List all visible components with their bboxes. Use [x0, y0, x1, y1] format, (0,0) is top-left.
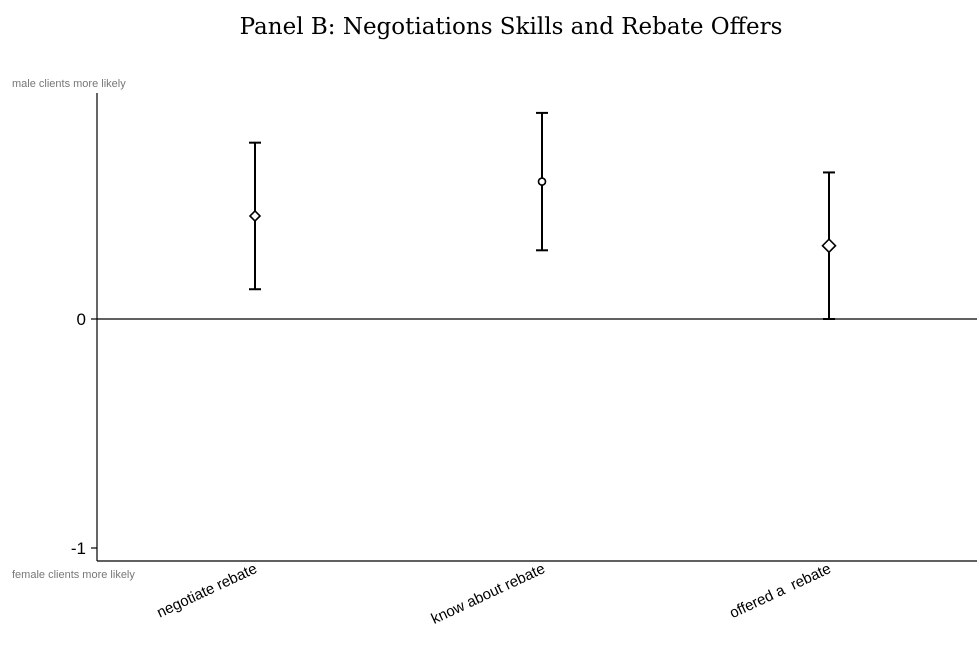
top-label: male clients more likely	[12, 78, 126, 90]
category-label: know about rebate	[429, 560, 548, 628]
category-label: offered a rebate	[727, 560, 834, 622]
point-estimate-circle	[537, 177, 547, 186]
bottom-label: female clients more likely	[12, 569, 135, 581]
point-estimate-diamond	[821, 238, 837, 254]
point-estimate-diamond	[248, 209, 262, 223]
category-labels: negotiate rebate know about rebate offered…	[154, 560, 833, 628]
y-tick-label: -1	[71, 539, 86, 558]
y-ticks: 0 -1	[71, 310, 97, 558]
category-label: negotiate rebate	[154, 560, 259, 621]
data-points	[248, 111, 837, 320]
y-tick-label: 0	[77, 310, 86, 329]
chart-title: Panel B: Negotiations Skills and Rebate …	[240, 14, 783, 40]
